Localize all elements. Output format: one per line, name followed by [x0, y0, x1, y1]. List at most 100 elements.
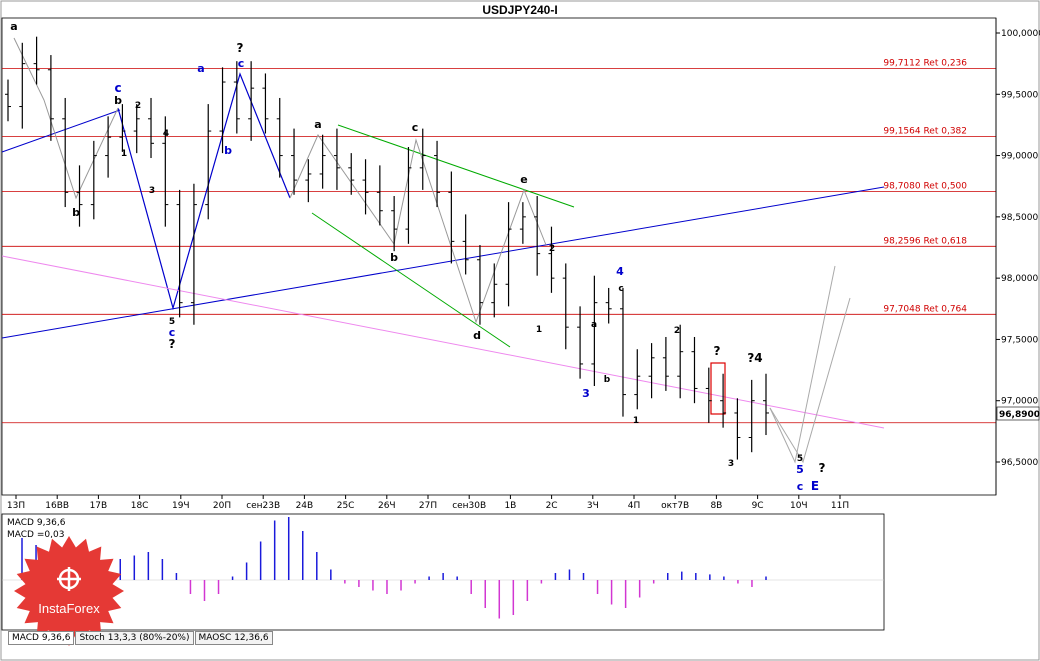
tab-stoch[interactable]: Stoch 13,3,3 (80%-20%)	[75, 631, 194, 645]
wave-label: c	[114, 81, 121, 95]
time-tick-label: 11П	[831, 501, 849, 511]
wave-label: 3	[728, 459, 734, 469]
current-price-label: 96,8900	[999, 410, 1040, 420]
time-tick-label: 2С	[546, 501, 558, 511]
wave-label: a	[591, 320, 597, 330]
wave-label: a	[197, 62, 204, 75]
wave-label: 5	[169, 317, 175, 327]
price-tick-label: 98,0000	[1001, 274, 1038, 284]
time-tick-label: 18С	[131, 501, 149, 511]
wave-label: ?	[819, 461, 826, 475]
tab-maosc[interactable]: MAOSC 12,36,6	[194, 631, 273, 645]
time-tick-label: сен30В	[452, 501, 486, 511]
price-bars	[5, 36, 769, 460]
time-tick-label: 17В	[90, 501, 108, 511]
grey-projection-1	[769, 265, 836, 464]
wave-label: ?	[714, 344, 721, 358]
wave-label: c	[238, 57, 245, 70]
fibo-level-label: 98,2596 Ret 0,618	[883, 236, 967, 246]
indicator-tabs: MACD 9,36,6 Stoch 13,3,3 (80%-20%) MAOSC…	[8, 631, 274, 645]
blue-trend-line-lower	[1, 186, 885, 339]
wave-label: 2	[549, 244, 555, 254]
main-plot-frame	[1, 17, 997, 496]
wave-label: 3	[582, 387, 590, 400]
price-axis: 100,0000 99,5000 99,0000 98,5000 98,0000 97,5…	[995, 18, 1040, 495]
wave-label: d	[473, 329, 481, 342]
grey-projection-2	[769, 297, 851, 464]
wave-label: b	[114, 94, 122, 107]
time-tick-label: 1В	[504, 501, 516, 511]
wave-label: b	[224, 144, 232, 157]
wave-label: c	[412, 121, 419, 134]
price-tick-label: 100,0000	[1001, 29, 1040, 39]
wave-label: c	[618, 284, 623, 294]
wave-label: ?4	[747, 351, 762, 365]
wave-label: b	[390, 251, 398, 264]
instaforex-logo: InstaForex	[10, 535, 128, 647]
time-tick-label: 10Ч	[790, 501, 808, 511]
tab-macd[interactable]: MACD 9,36,6	[8, 631, 75, 645]
wave-label: b	[72, 206, 80, 219]
wave-label: c	[797, 480, 804, 493]
logo-burst-icon	[14, 536, 124, 646]
wave-label: E	[811, 479, 819, 493]
time-tick-label: сен23В	[246, 501, 280, 511]
time-axis: 13П 16ВВ 17В 18С 19Ч 20П сен23В 24В 25С 26Ч 27П сен…	[7, 495, 849, 511]
wave-label: c	[169, 326, 176, 339]
time-tick-label: 13П	[7, 501, 25, 511]
time-tick-label: 25С	[337, 501, 355, 511]
wave-label: 2	[135, 101, 141, 111]
logo-text: InstaForex	[38, 601, 100, 616]
price-tick-label: 97,0000	[1001, 397, 1038, 407]
fibo-level-label: 97,7048 Ret 0,764	[883, 304, 967, 314]
time-tick-label: окт7В	[661, 501, 689, 511]
green-channel-upper	[337, 124, 575, 208]
price-tick-label: 96,5000	[1001, 458, 1038, 468]
grey-wave-path-2	[289, 133, 547, 324]
wave-label: ?	[237, 41, 244, 55]
price-tick-label: 98,5000	[1001, 213, 1038, 223]
grey-wave-path-1	[13, 37, 119, 200]
wave-label: a	[314, 118, 321, 131]
wave-label: 5	[796, 463, 804, 476]
fibo-levels: 99,7112 Ret 0,236 99,1564 Ret 0,382 98,708…	[2, 58, 996, 424]
macd-label-params: MACD 9,36,6	[7, 518, 66, 528]
price-tick-label: 99,5000	[1001, 90, 1038, 100]
time-tick-label: 8В	[710, 501, 722, 511]
blue-trend-line-upper	[1, 109, 121, 153]
current-price-box	[996, 406, 1040, 421]
wave-label: 3	[149, 186, 155, 196]
price-tick-label: 99,0000	[1001, 152, 1038, 162]
wave-label: 4	[616, 265, 624, 278]
time-tick-label: 19Ч	[172, 501, 190, 511]
wave-label: ?	[169, 337, 176, 351]
blue-wave-path	[117, 72, 291, 311]
price-tick-label: 97,5000	[1001, 335, 1038, 345]
time-tick-label: 9С	[752, 501, 764, 511]
wave-label: a	[10, 20, 17, 33]
wave-label: 4	[163, 129, 169, 139]
wave-label: 1	[536, 325, 542, 335]
time-tick-label: 26Ч	[378, 501, 396, 511]
wave-label: 1	[121, 149, 127, 159]
fibo-level-label: 99,7112 Ret 0,236	[883, 58, 967, 68]
macd-label-value: MACD =0,03	[7, 530, 64, 540]
wave-label: 1	[633, 416, 639, 426]
time-tick-label: 4П	[628, 501, 641, 511]
wave-label: b	[604, 375, 611, 385]
time-tick-label: 16ВВ	[45, 501, 69, 511]
fibo-level-label: 99,1564 Ret 0,382	[883, 126, 967, 136]
highlight-box	[710, 362, 726, 415]
time-tick-label: 3Ч	[587, 501, 599, 511]
time-tick-label: 20П	[213, 501, 231, 511]
chart-title: USDJPY240-I	[482, 3, 557, 17]
green-channel-lower	[311, 212, 511, 348]
wave-label: e	[520, 173, 527, 186]
fibo-level-label: 98,7080 Ret 0,500	[883, 181, 967, 191]
time-tick-label: 27П	[419, 501, 437, 511]
wave-label: 5	[797, 454, 803, 464]
time-tick-label: 24В	[296, 501, 314, 511]
wave-label: 2	[674, 326, 680, 336]
